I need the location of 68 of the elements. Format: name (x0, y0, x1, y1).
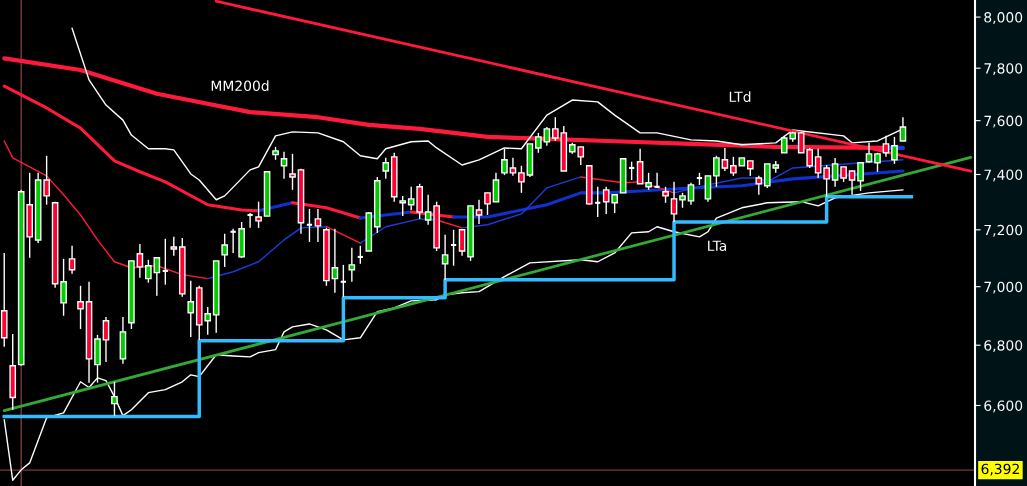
candlestick (424, 194, 432, 226)
candlestick (170, 236, 178, 257)
candlestick (187, 279, 195, 338)
candlestick (102, 316, 110, 363)
candlestick (221, 233, 228, 268)
candlestick (653, 172, 661, 189)
candlestick (43, 155, 50, 206)
candlestick (458, 229, 466, 257)
candlestick (518, 165, 525, 194)
candlestick (77, 285, 84, 330)
candlestick (289, 153, 296, 191)
candlestick (314, 208, 322, 243)
candlestick (823, 164, 830, 198)
candlestick (594, 186, 602, 218)
y-tick-label: 7,000 (984, 281, 1023, 294)
candlestick (670, 181, 678, 223)
candlestick (339, 264, 348, 298)
line-series (207, 226, 328, 280)
candlestick (441, 234, 449, 281)
candlestick (449, 229, 458, 267)
candlestick (627, 161, 636, 181)
candlestick (229, 227, 237, 254)
candlestick (60, 258, 67, 317)
candlestick (713, 155, 720, 188)
y-tick-label: 7,600 (984, 115, 1023, 128)
candlestick (755, 175, 763, 196)
candlestick (501, 148, 508, 176)
candlestick (543, 126, 551, 147)
candlestick (509, 156, 517, 177)
y-tick-label: 7,800 (984, 63, 1023, 76)
candlestick (535, 132, 542, 154)
candlestick (136, 243, 144, 279)
y-tick-label: 8,000 (984, 12, 1023, 24)
candlestick (382, 156, 390, 180)
candlestick (882, 135, 890, 158)
candlestick (857, 162, 864, 192)
candlestick (153, 257, 161, 297)
candlestick (255, 200, 262, 229)
candlestick (348, 247, 356, 283)
candlestick (730, 156, 737, 177)
candlestick (721, 147, 729, 172)
y-tick-label: 6,600 (984, 400, 1023, 413)
annotation: LTa (708, 240, 727, 252)
candlestick (111, 381, 118, 417)
candlestick (305, 208, 314, 243)
candlestick (831, 157, 839, 188)
annotation: MM200d (211, 80, 269, 92)
candlestick (891, 136, 898, 165)
candlestick (246, 212, 254, 229)
annotation: LTd (729, 91, 751, 103)
y-tick-label: 6,800 (984, 340, 1023, 353)
candlestick (492, 172, 500, 203)
candlestick (704, 175, 712, 203)
candlestick (161, 238, 169, 286)
y-tick-label: 7,400 (984, 169, 1023, 182)
candlestick (814, 148, 822, 179)
line-series (3, 140, 209, 280)
candlestick (484, 192, 491, 216)
candlestick (145, 259, 152, 284)
y-tick-label: 7,200 (984, 224, 1023, 237)
candlestick (399, 195, 407, 217)
ref-line-label: 6,392 (981, 463, 1019, 476)
candlestick (865, 142, 873, 164)
candlestick (475, 199, 483, 225)
candlestick (687, 182, 695, 206)
candlestick (636, 148, 644, 185)
candlestick (331, 227, 339, 294)
candlestick (68, 245, 76, 275)
